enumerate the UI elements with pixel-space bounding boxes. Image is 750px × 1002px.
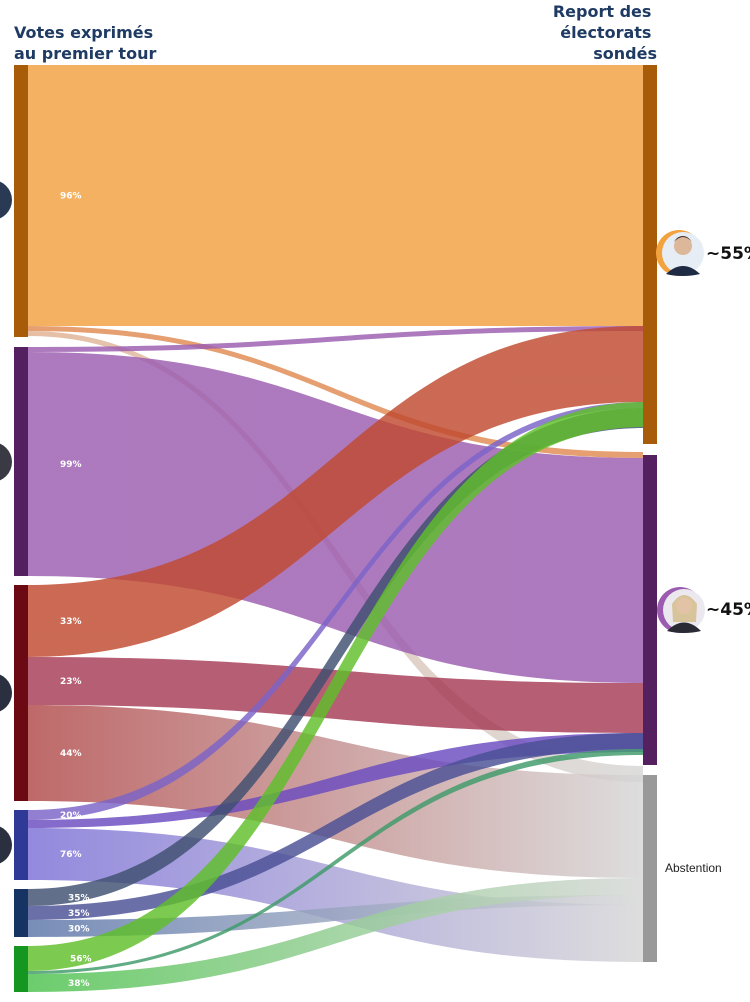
avatar-le-pen <box>657 587 705 633</box>
flow-label-s2-le-pen: 99% <box>60 460 82 470</box>
right-header-line-1: Report des <box>553 2 652 21</box>
right-header-line-2: électorats <box>560 23 651 42</box>
flow-label-s3-abstention: 44% <box>60 749 82 759</box>
flow-label-s4-macron: 20% <box>60 811 82 821</box>
flow-label-s3-macron: 33% <box>60 617 82 627</box>
avatar-source-1 <box>0 181 12 219</box>
avatar-source-3 <box>0 674 12 712</box>
macron-share-label: ~55% <box>706 244 750 264</box>
flow-s6-abstention <box>28 878 643 992</box>
target-node-macron <box>643 65 657 444</box>
flow-s3-macron <box>28 326 643 657</box>
flow-s4-macron <box>28 402 643 820</box>
flow-label-s6-macron: 56% <box>70 955 92 965</box>
flow-s2-macron <box>28 326 643 352</box>
source-node-s5 <box>14 889 28 937</box>
le-pen-share-label: ~45% <box>706 600 750 620</box>
right-header-line-3: sondés <box>593 44 657 63</box>
avatar-macron <box>656 230 704 276</box>
flow-labels-layer: 96% 99% 33% 23% 44% 20% 76% 35% 35% 30% 56% 38% <box>60 192 92 990</box>
avatar-source-2 <box>0 443 12 481</box>
flow-s6-macron <box>28 402 643 971</box>
flow-s1-le-pen <box>28 326 643 458</box>
left-header-line-2: au premier tour <box>14 44 156 63</box>
flow-label-s4-abstention: 76% <box>60 850 82 860</box>
flow-label-s5-le-pen: 35% <box>68 909 90 919</box>
flow-label-s5-macron: 35% <box>68 894 90 904</box>
source-node-s2 <box>14 347 28 576</box>
flow-s3-abstention <box>28 705 643 878</box>
flow-s5-abstention <box>28 895 643 937</box>
source-node-s6 <box>14 946 28 992</box>
target-node-le-pen <box>643 455 657 765</box>
source-node-s3 <box>14 585 28 801</box>
flow-s1-macron <box>28 65 643 326</box>
flow-label-s3-le-pen: 23% <box>60 677 82 687</box>
avatar-source-4 <box>0 826 12 864</box>
abstention-label: Abstention <box>665 861 722 875</box>
flow-s6-le-pen <box>28 749 643 974</box>
left-header: Votes exprimés au premier tour <box>14 23 159 63</box>
flow-label-s6-abstention: 38% <box>68 979 90 989</box>
flows-layer <box>28 65 643 992</box>
target-node-abstention <box>643 775 657 962</box>
flow-label-s5-abstention: 30% <box>68 925 90 935</box>
source-node-s1 <box>14 65 28 337</box>
flow-label-s1-macron: 96% <box>60 192 82 202</box>
right-header: Report des électorats sondés <box>553 2 657 63</box>
source-node-s4 <box>14 810 28 880</box>
left-header-line-1: Votes exprimés <box>14 23 153 42</box>
nodes-layer <box>14 65 657 992</box>
flow-s5-macron <box>28 408 643 906</box>
flow-s4-abstention <box>28 828 643 962</box>
flow-s5-le-pen <box>28 733 643 920</box>
